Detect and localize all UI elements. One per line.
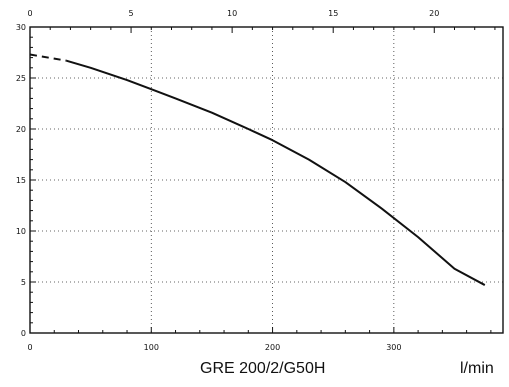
model-label: GRE 200/2/G50H (200, 360, 326, 377)
y-tick-label: 20 (16, 125, 26, 134)
x-bottom-tick-label: 0 (27, 343, 32, 352)
performance-curve (29, 53, 486, 286)
tick-marks (29, 26, 496, 334)
y-tick-label: 0 (21, 329, 26, 338)
y-tick-label: 30 (16, 23, 26, 32)
curve-dashed-segment (29, 53, 67, 62)
x-bottom-tick-label: 200 (265, 343, 280, 352)
curve-line (66, 59, 486, 286)
x-top-tick-label: 5 (129, 9, 134, 18)
y-tick-label: 15 (16, 176, 26, 185)
x-top-tick-label: 0 (27, 9, 32, 18)
y-tick-label: 5 (21, 278, 26, 287)
x-unit-label: l/min (460, 360, 494, 377)
x-bottom-tick-label: 100 (144, 343, 159, 352)
x-top-tick-label: 15 (328, 9, 338, 18)
x-top-tick-label: 20 (429, 9, 439, 18)
x-top-tick-label: 10 (227, 9, 237, 18)
grid-lines (30, 27, 503, 333)
y-tick-label: 25 (16, 74, 26, 83)
y-tick-label: 10 (16, 227, 26, 236)
x-bottom-tick-label: 300 (386, 343, 401, 352)
